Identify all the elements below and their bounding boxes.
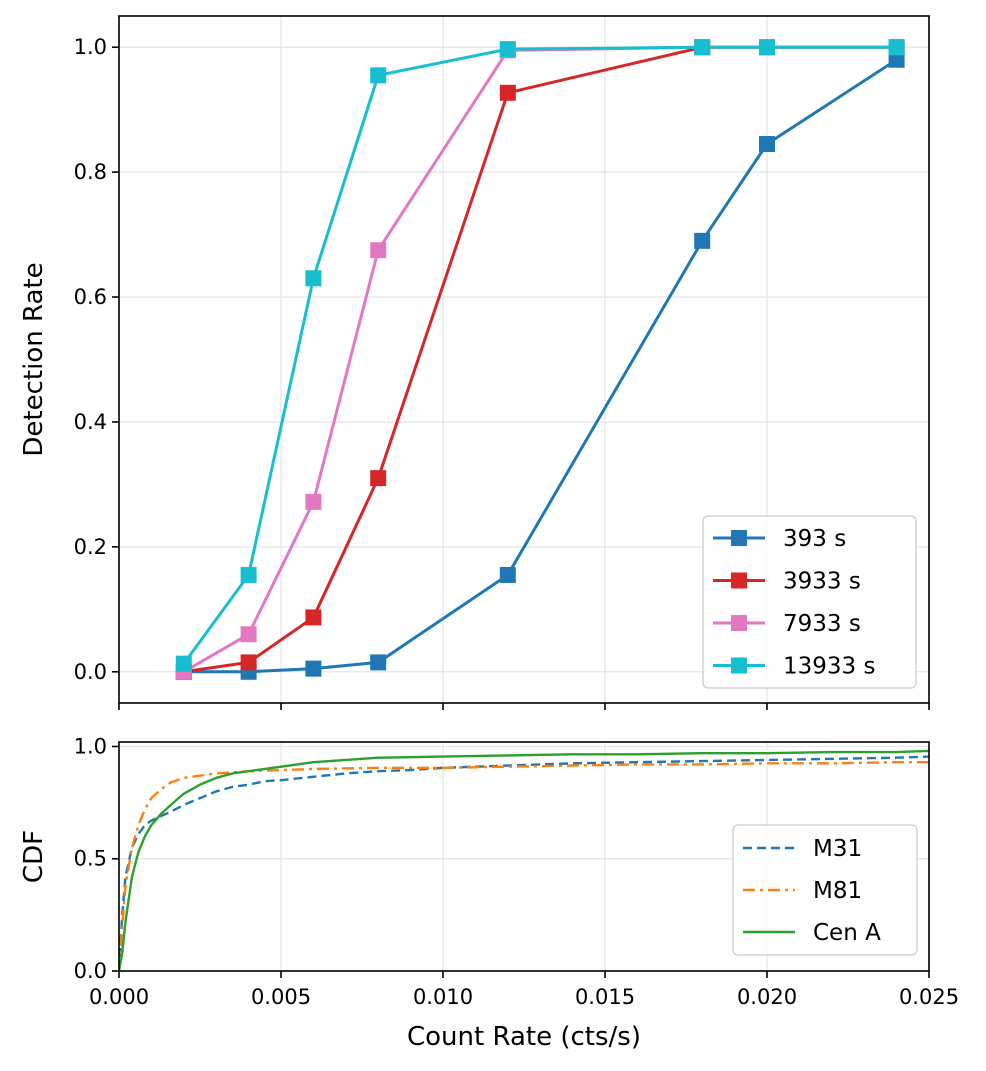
bottom-panel: 0.000 0.005 0.010 0.015 0.020 0.025 0.0 0.5 1.0 C… xyxy=(19,734,959,1052)
bottom-axes-frame xyxy=(118,741,930,972)
bottom-xlabel: Count Rate (cts/s) xyxy=(407,1022,641,1052)
top-legend-label-2: 7933 s xyxy=(783,611,861,637)
bottom-legend-label-1: M81 xyxy=(813,878,862,904)
top-series-group xyxy=(182,45,898,674)
bottom-series-line-0 xyxy=(119,755,929,971)
top-marker-2-1 xyxy=(240,626,257,643)
top-marker-3-1 xyxy=(240,566,257,583)
bottom-ytick-label-1: 0.5 xyxy=(74,847,107,871)
top-marker-2-3 xyxy=(370,242,387,259)
top-legend-label-3: 13933 s xyxy=(783,654,875,680)
top-marker-1-1 xyxy=(240,654,257,671)
top-marker-1-2 xyxy=(305,609,322,626)
bottom-legend-label-0: M31 xyxy=(813,836,862,862)
top-ytick-label-0: 0.0 xyxy=(74,660,107,684)
bottom-ytick-label-0: 0.0 xyxy=(74,959,107,983)
bottom-series-line-1 xyxy=(119,761,929,971)
top-marker-3-0 xyxy=(175,655,192,672)
top-marker-0-7 xyxy=(888,51,905,68)
top-marker-2-2 xyxy=(305,493,322,510)
top-ytick-label-2: 0.4 xyxy=(74,410,107,434)
top-series-line-3 xyxy=(182,45,897,665)
bottom-ytick-label-2: 1.0 xyxy=(74,734,107,758)
top-ytick-label-5: 1.0 xyxy=(74,35,107,59)
top-marker-1-4 xyxy=(499,84,516,101)
top-marker-3-7 xyxy=(888,39,905,56)
top-series-line-0 xyxy=(183,58,898,674)
top-marker-1-3 xyxy=(370,470,387,487)
bottom-series-group xyxy=(119,749,929,971)
top-marker-3-3 xyxy=(370,67,387,84)
bottom-xtick-label-2: 0.010 xyxy=(413,985,473,1009)
bottom-xtick-label-5: 0.025 xyxy=(899,985,959,1009)
top-marker-0-6 xyxy=(759,136,775,153)
top-legend-marker-3 xyxy=(731,657,747,674)
top-marker-0-4 xyxy=(499,566,516,583)
top-legend-frame xyxy=(702,515,917,689)
top-ytick-label-4: 0.8 xyxy=(74,160,107,184)
top-legend-label-0: 393 s xyxy=(783,526,846,552)
top-marker-0-3 xyxy=(370,654,387,671)
bottom-xtick-label-1: 0.005 xyxy=(251,985,311,1009)
top-axes-frame xyxy=(118,15,930,704)
top-legend-marker-1 xyxy=(731,572,747,589)
bottom-xtick-label-3: 0.015 xyxy=(575,985,635,1009)
bottom-series-line-2 xyxy=(119,749,929,971)
top-legend-marker-2 xyxy=(731,615,747,631)
bottom-ylabel: CDF xyxy=(19,830,49,883)
top-ytick-label-3: 0.6 xyxy=(74,285,107,309)
bottom-legend-label-2: Cen A xyxy=(813,920,881,946)
bottom-xtick-label-0: 0.000 xyxy=(89,985,149,1009)
top-marker-3-4 xyxy=(499,41,516,58)
bottom-xtick-label-4: 0.020 xyxy=(737,985,797,1009)
top-ytick-label-1: 0.2 xyxy=(74,535,107,559)
top-legend-marker-0 xyxy=(731,530,747,546)
top-marker-0-5 xyxy=(694,232,711,249)
top-marker-0-2 xyxy=(305,660,322,677)
top-legend-label-1: 3933 s xyxy=(783,569,861,595)
top-legend: 393 s 3933 s 7933 s 13933 s xyxy=(702,515,917,689)
top-marker-3-5 xyxy=(694,39,711,56)
top-ylabel: Detection Rate xyxy=(19,262,49,456)
bottom-legend-frame xyxy=(732,824,918,956)
top-marker-3-2 xyxy=(305,270,322,287)
top-marker-3-6 xyxy=(759,39,775,56)
bottom-legend: M31 M81 Cen A xyxy=(732,824,918,956)
